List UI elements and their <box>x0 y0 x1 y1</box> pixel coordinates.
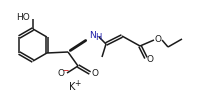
Text: O: O <box>146 55 153 64</box>
Text: K: K <box>69 82 75 92</box>
Text: O: O <box>58 69 64 79</box>
Text: N: N <box>90 32 96 40</box>
Text: −: − <box>62 67 68 75</box>
Text: H: H <box>95 33 101 43</box>
Text: O: O <box>92 69 99 79</box>
Text: O: O <box>154 34 162 43</box>
Text: HO: HO <box>16 13 30 23</box>
Text: +: + <box>74 79 80 89</box>
